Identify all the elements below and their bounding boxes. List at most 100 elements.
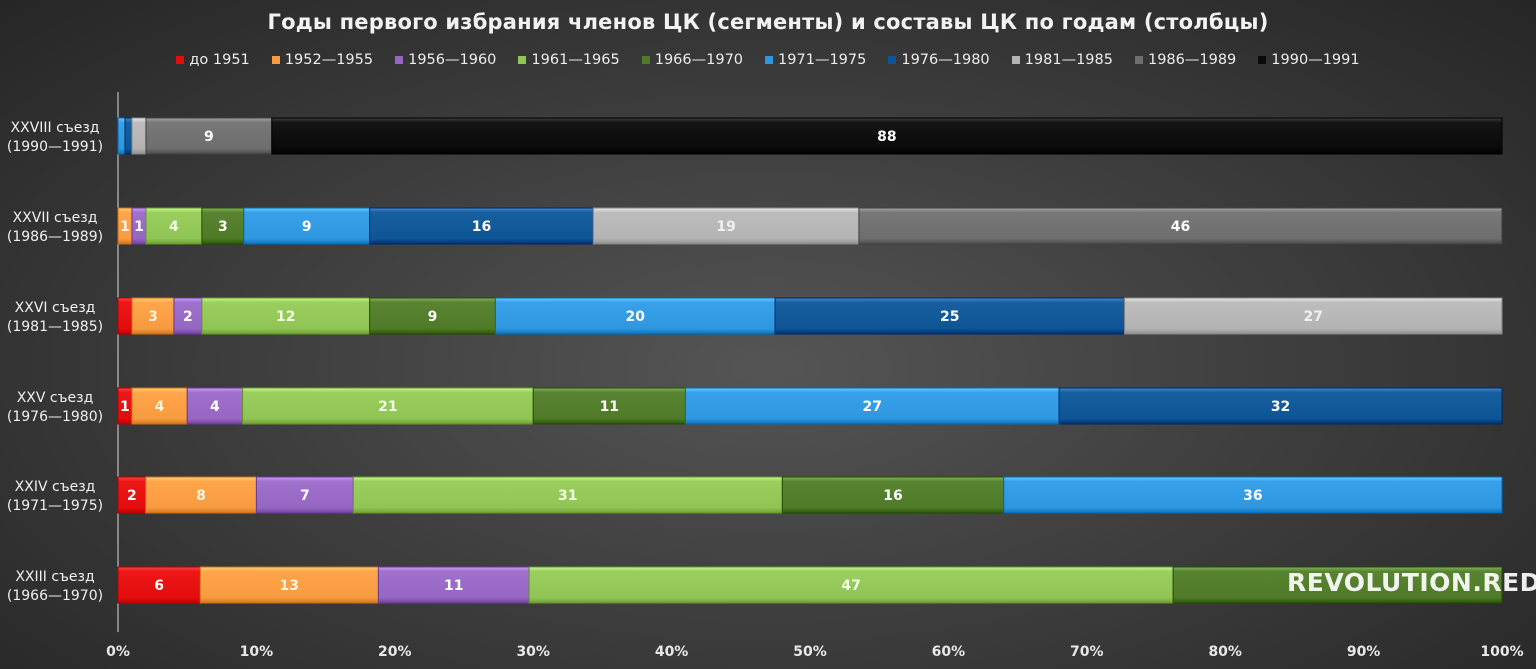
bar-data-label: 32 <box>1271 399 1290 415</box>
bar-segment <box>1172 566 1503 604</box>
legend-item: 1981—1985 <box>1011 52 1113 68</box>
bar-data-label: 2 <box>127 488 137 504</box>
legend-swatch <box>176 56 185 64</box>
legend-swatch <box>1011 56 1020 64</box>
x-tick-label: 70% <box>1070 644 1104 660</box>
legend-label: 1990—1991 <box>1271 52 1360 68</box>
legend-item: 1952—1955 <box>271 52 374 68</box>
legend-swatch <box>765 56 774 64</box>
bar-segment <box>131 117 147 155</box>
bar-segment <box>858 207 1503 245</box>
legend-swatch <box>395 56 404 64</box>
x-tick-label: 0% <box>106 644 130 660</box>
x-tick-label: 90% <box>1347 644 1381 660</box>
bar-data-label: 1 <box>134 219 144 235</box>
legend-swatch <box>641 56 650 64</box>
bar-segment <box>1058 387 1503 425</box>
bar-segment <box>145 207 203 245</box>
bar-segment <box>117 117 126 155</box>
bar-segment <box>199 566 379 604</box>
bar-data-label: 21 <box>378 399 397 415</box>
bar-data-label: 16 <box>472 219 491 235</box>
bar-segment <box>592 207 860 245</box>
category-label: XXIII съезд (1966—1970) <box>7 569 103 604</box>
legend-swatch <box>1134 56 1143 64</box>
bar-data-label: 47 <box>841 578 860 594</box>
chart-legend: до 1951 1952—1955 1956—1960 1961—1965 1966—1… <box>0 52 1536 68</box>
bar-data-label: 36 <box>1243 488 1262 504</box>
legend-item: 1990—1991 <box>1258 52 1360 68</box>
legend-label: 1956—1960 <box>408 52 497 68</box>
legend-item: 1961—1965 <box>518 52 620 68</box>
bar-segment <box>124 117 133 155</box>
bar-segment <box>145 117 273 155</box>
legend-label: 1976—1980 <box>901 52 990 68</box>
bar-data-label: 1 <box>120 399 130 415</box>
bar-segment <box>186 387 244 425</box>
legend-label: 1952—1955 <box>284 52 374 68</box>
bar-segment <box>369 207 594 245</box>
bar-segment <box>242 387 534 425</box>
legend-item: 1986—1989 <box>1134 52 1237 68</box>
bar-data-label: 4 <box>169 219 179 235</box>
legend-swatch <box>1258 56 1267 64</box>
bar-segment <box>377 566 530 604</box>
bar-data-label: 11 <box>600 399 619 415</box>
bar-segment <box>131 387 188 425</box>
legend-item: 1966—1970 <box>641 52 744 68</box>
bar-data-label: 16 <box>883 488 902 504</box>
bar-data-label: 9 <box>204 129 214 145</box>
bar-data-label: 8 <box>196 488 206 504</box>
watermark-logo: REVOLUTION.RED <box>1287 568 1536 597</box>
legend-swatch <box>271 56 280 64</box>
x-tick-label: 60% <box>932 644 966 660</box>
x-tick-label: 20% <box>378 644 412 660</box>
legend-label: 1971—1975 <box>778 52 867 68</box>
bar-data-label: 27 <box>1304 309 1323 325</box>
category-label: XXVI съезд (1981—1985) <box>7 300 103 335</box>
bar-data-label: 11 <box>444 578 463 594</box>
bar-segment <box>1003 476 1503 514</box>
bar-segment <box>271 117 1503 155</box>
x-tick-label: 80% <box>1208 644 1242 660</box>
x-tick-label: 40% <box>655 644 689 660</box>
bar-data-label: 9 <box>302 219 312 235</box>
bar-segment <box>201 207 245 245</box>
category-label: XXV съезд (1976—1980) <box>7 390 103 425</box>
bar-data-label: 4 <box>155 399 165 415</box>
bar-data-label: 3 <box>218 219 228 235</box>
x-tick-label: 50% <box>793 644 827 660</box>
bar-segment <box>352 476 783 514</box>
legend-label: 1966—1970 <box>654 52 744 68</box>
legend-item: 1971—1975 <box>765 52 866 68</box>
legend-label: 1981—1985 <box>1024 52 1113 68</box>
category-label: XXVIII съезд (1990—1991) <box>7 120 103 155</box>
category-label: XXVII съезд (1986—1989) <box>7 210 103 245</box>
bar-segment <box>781 476 1005 514</box>
bar-segment <box>494 297 776 335</box>
legend-label: 1986—1989 <box>1147 52 1237 68</box>
bar-segment <box>201 297 371 335</box>
legend-item: 1956—1960 <box>395 52 496 68</box>
bar-segment <box>532 387 686 425</box>
bar-data-label: 13 <box>280 578 299 594</box>
bar-data-label: 25 <box>940 309 959 325</box>
bar-segment <box>1124 297 1503 335</box>
bar-data-label: 4 <box>210 399 220 415</box>
x-tick-label: 100% <box>1480 644 1523 660</box>
bar-data-label: 9 <box>428 309 438 325</box>
bar-segment <box>131 297 175 335</box>
bar-data-label: 19 <box>716 219 735 235</box>
bar-data-label: 3 <box>148 309 158 325</box>
bar-data-label: 31 <box>558 488 577 504</box>
x-tick-label: 30% <box>516 644 550 660</box>
legend-item: до 1951 <box>176 52 250 68</box>
bar-data-label: 46 <box>1171 219 1190 235</box>
bar-segment <box>117 566 201 604</box>
legend-label: 1961—1965 <box>531 52 620 68</box>
bar-data-label: 12 <box>276 309 295 325</box>
bar-data-label: 27 <box>863 399 882 415</box>
legend-swatch <box>888 56 897 64</box>
category-label: XXIV съезд (1971—1975) <box>7 479 103 514</box>
